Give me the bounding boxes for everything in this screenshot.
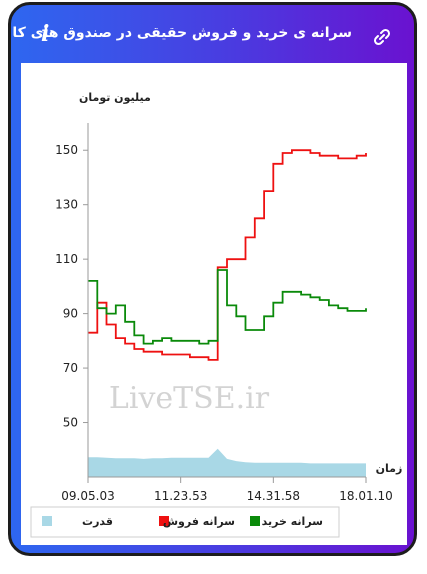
y-tick-label: 70 — [63, 361, 78, 375]
chart-card: i سرانه ی خرید و فروش حقیقی در صندوق های… — [8, 2, 417, 556]
power-area-layer — [88, 448, 366, 477]
sell-per-capita-line — [88, 149, 367, 361]
chart-panel: LiveTSE.ir 50 70 90 110 130 150 09.05.03 11.23… — [21, 63, 407, 545]
x-tick-label: 11.23.53 — [154, 489, 207, 503]
link-icon[interactable] — [372, 27, 392, 47]
chart-title: سرانه ی خرید و فروش حقیقی در صندوق های ک… — [8, 25, 352, 41]
info-icon[interactable]: i — [41, 21, 50, 47]
legend-swatch-sell — [159, 516, 169, 526]
y-tick-label: 110 — [55, 252, 78, 266]
series-line-layer — [88, 149, 367, 361]
x-tick-layer: 09.05.03 11.23.53 14.31.58 18.01.10 — [61, 477, 393, 503]
legend-label-buy: سرانه خرید — [262, 515, 323, 528]
chart-svg: LiveTSE.ir 50 70 90 110 130 150 09.05.03 11.23… — [30, 91, 403, 538]
legend-label-sell: سرانه فروش — [163, 515, 235, 528]
power-area — [88, 448, 366, 477]
x-axis-label: زمان — [376, 462, 403, 475]
buy-per-capita-line — [88, 269, 367, 345]
watermark: LiveTSE.ir — [109, 381, 270, 416]
legend-swatch-buy — [250, 516, 260, 526]
y-axis-label: میلیون تومان — [79, 91, 151, 104]
axis-layer — [87, 123, 366, 478]
y-tick-layer: 50 70 90 110 130 150 — [55, 143, 88, 430]
legend-box — [30, 506, 340, 538]
y-tick-label: 50 — [63, 416, 78, 430]
y-tick-label: 90 — [63, 307, 78, 321]
x-tick-label: 18.01.10 — [339, 489, 392, 503]
x-tick-label: 14.31.58 — [247, 489, 300, 503]
legend-label-power: قدرت — [82, 515, 113, 528]
y-tick-label: 150 — [55, 143, 78, 157]
y-tick-label: 130 — [55, 198, 78, 212]
card-header: i سرانه ی خرید و فروش حقیقی در صندوق های… — [11, 5, 414, 63]
legend-swatch-power — [42, 516, 52, 526]
legend: سرانه خرید سرانه فروش قدرت — [30, 506, 340, 538]
x-tick-label: 09.05.03 — [61, 489, 114, 503]
